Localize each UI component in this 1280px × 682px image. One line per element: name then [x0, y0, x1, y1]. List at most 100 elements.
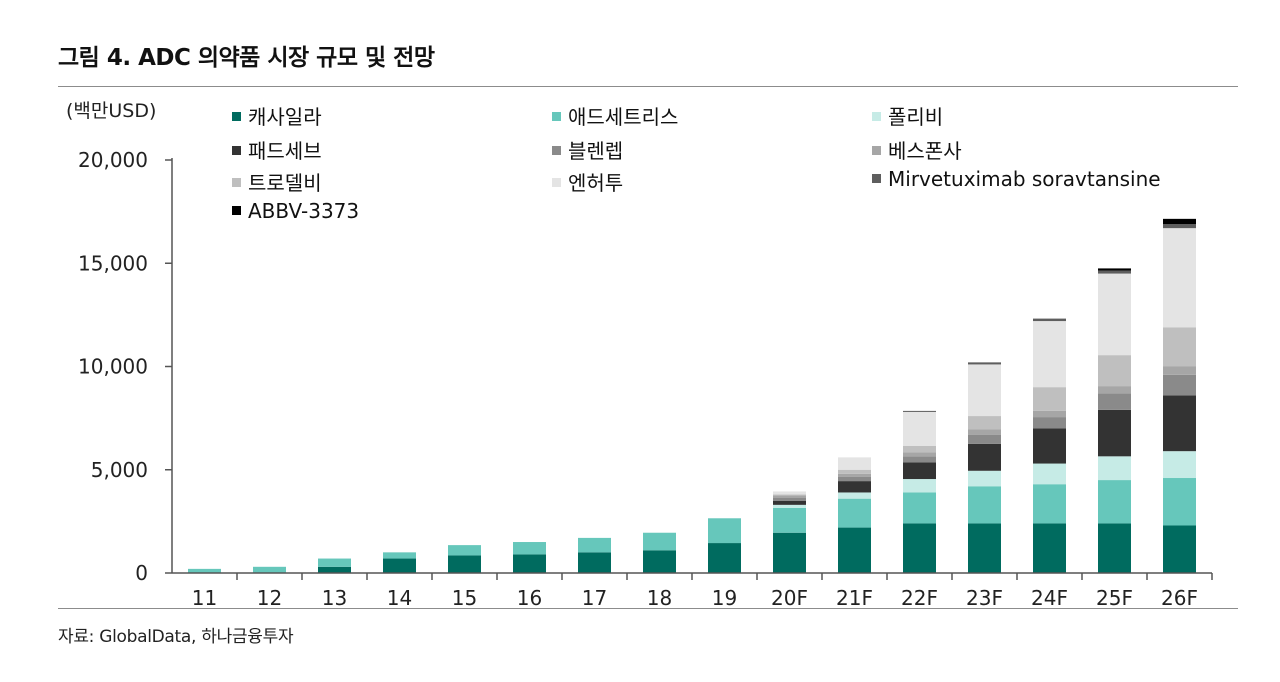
- bar-segment-3: [773, 504, 806, 508]
- y-tick-label: 20,000: [78, 148, 148, 172]
- y-axis-unit-label: (백만USD): [66, 100, 157, 122]
- legend-item: 트로델비: [232, 167, 322, 196]
- legend-swatch: [872, 112, 881, 121]
- x-tick-label: 24F: [1031, 586, 1068, 610]
- bar-segment-7: [1163, 327, 1196, 367]
- bar-segment-1: [318, 566, 351, 573]
- legend-swatch: [872, 146, 881, 155]
- bar-segment-4: [1033, 428, 1066, 464]
- bar-segment-8: [968, 364, 1001, 417]
- bar-segment-5: [1033, 417, 1066, 429]
- legend-label: 캐사일라: [248, 105, 322, 129]
- bar-segment-1: [578, 552, 611, 573]
- bar-segment-2: [318, 558, 351, 567]
- bar-segment-5: [903, 456, 936, 463]
- bar-segment-9: [1163, 224, 1196, 229]
- bar-segment-2: [708, 518, 741, 544]
- bar-segment-8: [1033, 321, 1066, 388]
- bar-segment-1: [1163, 525, 1196, 573]
- legend-swatch: [552, 112, 561, 121]
- bar-segment-2: [643, 532, 676, 551]
- bar-segment-7: [1098, 355, 1131, 387]
- bar-segment-4: [838, 481, 871, 493]
- bar-segment-2: [968, 486, 1001, 524]
- y-tick-label: 15,000: [78, 251, 148, 275]
- bar-segment-8: [1163, 228, 1196, 328]
- bar-segment-5: [1098, 393, 1131, 410]
- bar-segment-3: [1033, 463, 1066, 485]
- x-tick-label: 16: [517, 586, 542, 610]
- bar-segment-8: [903, 411, 936, 447]
- bar-segment-7: [1033, 387, 1066, 411]
- legend-label: ABBV-3373: [248, 199, 360, 223]
- bottom-divider: [58, 608, 1238, 609]
- bar-segment-1: [383, 558, 416, 573]
- bar-segment-3: [838, 492, 871, 499]
- legend-label: 폴리비: [888, 105, 944, 129]
- x-tick-label: 25F: [1096, 586, 1133, 610]
- bar-segment-4: [1098, 409, 1131, 457]
- x-tick-label: 21F: [836, 586, 873, 610]
- bar-segment-6: [838, 473, 871, 477]
- x-tick-label: 17: [582, 586, 607, 610]
- bar-segment-1: [773, 532, 806, 573]
- bar-segment-2: [578, 537, 611, 553]
- x-tick-label: 14: [387, 586, 412, 610]
- legend-swatch: [872, 174, 881, 183]
- bar-segment-2: [1163, 478, 1196, 526]
- bar-segment-1: [968, 523, 1001, 573]
- bar-segment-1: [903, 523, 936, 573]
- bar-segment-8: [838, 457, 871, 470]
- y-tick-label: 5,000: [91, 458, 148, 482]
- bar-segment-5: [968, 434, 1001, 444]
- x-tick-label: 20F: [771, 586, 808, 610]
- bar-segment-4: [1163, 395, 1196, 452]
- x-tick-label: 19: [712, 586, 737, 610]
- bar-segment-6: [1163, 366, 1196, 375]
- legend-label: 애드세트리스: [568, 105, 679, 129]
- bar-segment-2: [513, 542, 546, 555]
- bar-segment-5: [773, 497, 806, 501]
- legend-item: 베스폰사: [872, 135, 962, 164]
- bar-segment-3: [1098, 456, 1131, 481]
- bar-segment-1: [448, 555, 481, 573]
- bar-segment-3: [968, 470, 1001, 487]
- x-tick-label: 26F: [1161, 586, 1198, 610]
- bar-segment-2: [903, 492, 936, 524]
- y-tick-label: 0: [135, 561, 148, 585]
- bar-segment-7: [968, 416, 1001, 430]
- legend-item: 캐사일라: [232, 101, 322, 130]
- bar-segment-6: [968, 429, 1001, 435]
- bar-segment-1: [1033, 523, 1066, 573]
- bar-segment-5: [1163, 374, 1196, 396]
- y-tick-label: 10,000: [78, 355, 148, 379]
- legend-label: 베스폰사: [888, 139, 962, 163]
- bar-segment-2: [838, 498, 871, 528]
- bar-segment-1: [708, 543, 741, 573]
- x-tick-label: 12: [257, 586, 282, 610]
- legend-item: 애드세트리스: [552, 101, 678, 130]
- legend-item: 엔허투: [552, 167, 623, 196]
- bar-segment-1: [838, 527, 871, 573]
- bar-segment-2: [448, 545, 481, 556]
- legend-label: Mirvetuximab soravtansine: [888, 167, 1161, 191]
- legend-swatch: [232, 112, 241, 121]
- bar-segment-2: [773, 507, 806, 533]
- legend-label: 트로델비: [248, 171, 322, 195]
- bar-segment-1: [513, 554, 546, 573]
- bar-segment-2: [1033, 484, 1066, 524]
- bar-segment-2: [1098, 480, 1131, 524]
- legend-label: 블렌렙: [568, 139, 624, 163]
- bar-segment-6: [773, 495, 806, 498]
- bar-segment-10: [1163, 218, 1196, 225]
- bar-segment-2: [188, 568, 221, 573]
- legend-swatch: [552, 178, 561, 187]
- x-tick-label: 11: [192, 586, 217, 610]
- bar-segment-8: [773, 491, 806, 495]
- legend-item: ABBV-3373: [232, 199, 359, 223]
- legend-swatch: [232, 206, 241, 215]
- bar-segment-6: [1033, 410, 1066, 418]
- bar-segment-9: [1033, 318, 1066, 322]
- chart-title: 그림 4. ADC 의약품 시장 규모 및 전망: [58, 45, 435, 71]
